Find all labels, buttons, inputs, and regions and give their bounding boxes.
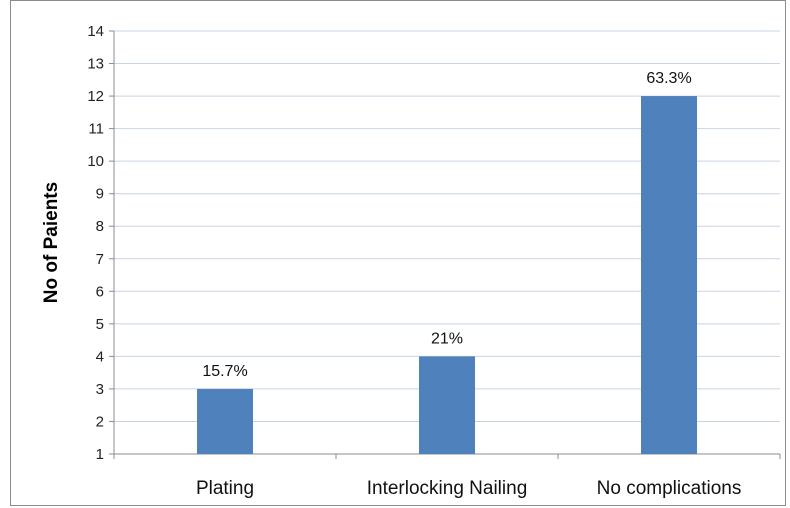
y-tick-label: 10 bbox=[87, 153, 104, 170]
y-tick-label: 9 bbox=[96, 186, 104, 203]
x-category-labels: Plating Interlocking Nailing No complicati… bbox=[196, 478, 741, 499]
y-tick-label: 5 bbox=[96, 316, 104, 333]
bars bbox=[197, 96, 697, 455]
y-tick-label: 7 bbox=[96, 251, 104, 268]
bar-plating bbox=[197, 388, 253, 454]
x-category-label: Plating bbox=[196, 478, 254, 499]
y-tick-label: 6 bbox=[96, 283, 104, 300]
y-tick-label: 2 bbox=[96, 413, 104, 430]
y-tick-label: 8 bbox=[96, 218, 104, 235]
data-labels: 15.7% 21% 63.3% bbox=[202, 70, 691, 380]
y-tick-label: 3 bbox=[96, 381, 104, 398]
y-tick-label: 13 bbox=[87, 56, 104, 73]
data-label: 15.7% bbox=[202, 363, 247, 380]
y-tick-label: 11 bbox=[88, 121, 104, 138]
x-category-label: No complications bbox=[597, 478, 742, 499]
y-tick-label: 12 bbox=[87, 88, 104, 105]
y-axis-label: No of Paients bbox=[41, 182, 62, 303]
bar-interlocking-nailing bbox=[419, 356, 475, 454]
data-label: 21% bbox=[431, 330, 463, 347]
data-label: 63.3% bbox=[646, 70, 691, 87]
bar-no-complications bbox=[641, 96, 697, 455]
y-tick-label: 14 bbox=[87, 23, 104, 40]
x-category-label: Interlocking Nailing bbox=[367, 478, 528, 499]
y-tick-label: 1 bbox=[96, 446, 104, 463]
y-tick-label: 4 bbox=[96, 348, 104, 365]
